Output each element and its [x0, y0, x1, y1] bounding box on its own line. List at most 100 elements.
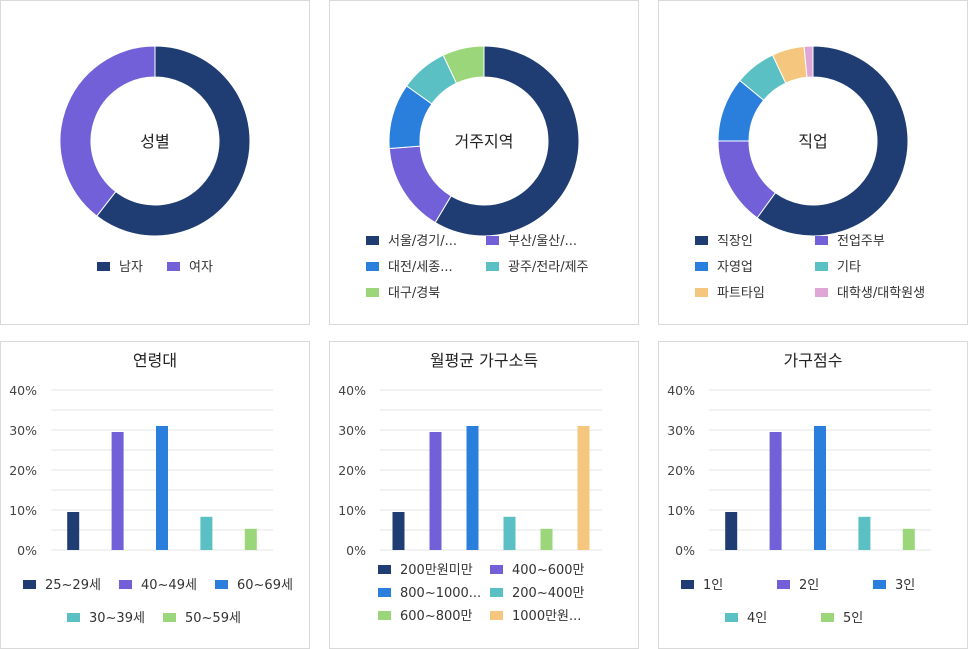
household-chart-panel: 가구점수 0% 10% 20% 30% 40% 1인 2인 3인 4인 5인: [658, 341, 968, 649]
region-title: 거주지역: [455, 132, 514, 151]
legend-label: 부산/울산/...: [508, 234, 577, 249]
income-legend: 200만원미만 400~600만 800~1000... 200~400만 600~80…: [378, 563, 585, 624]
legend-label: 기타: [837, 260, 861, 275]
y-tick-label: 30%: [667, 423, 695, 438]
slice-직장인: [756, 45, 909, 237]
legend-item-800-1000: 800~1000...: [378, 586, 481, 601]
slice-남자: [96, 45, 251, 237]
legend-label: 1000만원...: [512, 609, 581, 624]
slice-대학생-대학원생: [803, 45, 814, 78]
bar-4인: [858, 516, 871, 550]
legend-label: 200~400만: [512, 586, 585, 601]
legend-swatch: [681, 580, 694, 589]
legend-swatch: [97, 262, 110, 271]
legend-item-남자: 남자: [97, 260, 143, 275]
legend-swatch: [725, 613, 738, 622]
household-y-axis: 0% 10% 20% 30% 40%: [667, 383, 695, 558]
slice-서울-경기: [434, 45, 580, 237]
legend-item-40-49세: 40~49세: [119, 578, 197, 593]
legend-swatch: [378, 611, 391, 620]
bar-800-1000: [466, 426, 479, 550]
slice-여자: [59, 45, 156, 217]
bar-200-400만: [503, 516, 516, 550]
age-y-axis: 0% 10% 20% 30% 40%: [9, 383, 37, 558]
legend-swatch: [366, 288, 379, 297]
legend-item-600-800만: 600~800만: [378, 609, 473, 624]
legend-item-30-39세: 30~39세: [67, 611, 145, 626]
bar-50-59세: [244, 528, 257, 550]
job-chart-panel: 직업 직장인 전업주부 자영업 기타 파트타임 대학생/대학원생: [658, 0, 968, 325]
legend-item-대전-세종: 대전/세종...: [366, 260, 453, 275]
y-tick-label: 20%: [9, 463, 37, 478]
legend-item-광주-전라-제주: 광주/전라/제주: [486, 260, 589, 275]
legend-swatch: [490, 611, 503, 620]
legend-swatch: [378, 565, 391, 574]
y-tick-label: 20%: [338, 463, 366, 478]
legend-item-2인: 2인: [777, 578, 819, 593]
gender-legend: 남자 여자: [97, 260, 213, 275]
slice-부산-울산: [388, 145, 452, 224]
legend-label: 25~29세: [45, 578, 101, 593]
legend-swatch: [163, 613, 176, 622]
age-chart-panel: 연령대 0% 10% 20% 30% 40% 25~29세 40~49세 60~69세 30~39…: [0, 341, 310, 649]
legend-swatch: [215, 580, 228, 589]
legend-item-파트타임: 파트타임: [695, 286, 765, 301]
legend-item-직장인: 직장인: [695, 234, 753, 249]
bar-5인: [902, 528, 915, 550]
y-tick-label: 40%: [667, 383, 695, 398]
legend-swatch: [119, 580, 132, 589]
y-tick-label: 10%: [9, 503, 37, 518]
legend-label: 40~49세: [141, 578, 197, 593]
legend-swatch: [486, 236, 499, 245]
legend-item-200-400만: 200~400만: [490, 586, 585, 601]
legend-swatch: [486, 262, 499, 271]
legend-label: 800~1000...: [400, 586, 481, 601]
income-chart-panel: 월평균 가구소득 0% 10% 20% 30% 40% 200만원미만 400~600만 800…: [329, 341, 639, 649]
income-bars: [392, 426, 590, 550]
legend-swatch: [777, 580, 790, 589]
bar-2인: [769, 432, 782, 550]
legend-item-1000만원: 1000만원...: [490, 609, 581, 624]
legend-swatch: [695, 236, 708, 245]
slice-대구-경북: [442, 45, 485, 84]
age-legend: 25~29세 40~49세 60~69세 30~39세 50~59세: [23, 578, 293, 626]
income-y-axis: 0% 10% 20% 30% 40%: [338, 383, 366, 558]
legend-swatch: [23, 580, 36, 589]
legend-label: 3인: [895, 578, 915, 593]
income-title: 월평균 가구소득: [430, 351, 538, 370]
legend-label: 서울/경기/...: [388, 234, 457, 249]
legend-label: 대전/세종...: [388, 260, 453, 275]
y-tick-label: 0%: [17, 543, 37, 558]
legend-item-3인: 3인: [873, 578, 915, 593]
gender-title: 성별: [140, 132, 169, 151]
bar-1000만원: [577, 426, 590, 550]
age-bar-chart: 연령대 0% 10% 20% 30% 40% 25~29세 40~49세 60~69세 30~39…: [9, 351, 293, 626]
legend-swatch: [815, 262, 828, 271]
legend-item-자영업: 자영업: [695, 260, 753, 275]
bar-600-800만: [540, 528, 553, 550]
legend-label: 60~69세: [237, 578, 293, 593]
household-bars: [725, 426, 915, 550]
legend-swatch: [490, 565, 503, 574]
y-tick-label: 20%: [667, 463, 695, 478]
legend-label: 파트타임: [717, 286, 765, 301]
legend-item-서울-경기: 서울/경기/...: [366, 234, 457, 249]
y-tick-label: 10%: [667, 503, 695, 518]
legend-item-5인: 5인: [821, 611, 863, 626]
legend-label: 남자: [119, 260, 143, 275]
legend-swatch: [815, 236, 828, 245]
legend-label: 1인: [703, 578, 723, 593]
legend-swatch: [695, 288, 708, 297]
legend-label: 50~59세: [185, 611, 241, 626]
legend-label: 직장인: [717, 234, 753, 249]
legend-item-부산-울산: 부산/울산/...: [486, 234, 577, 249]
job-slices: [717, 45, 909, 237]
bar-30-39세: [200, 516, 213, 550]
legend-item-25-29세: 25~29세: [23, 578, 101, 593]
legend-item-대구-경북: 대구/경북: [366, 286, 440, 301]
legend-label: 대구/경북: [388, 286, 440, 301]
